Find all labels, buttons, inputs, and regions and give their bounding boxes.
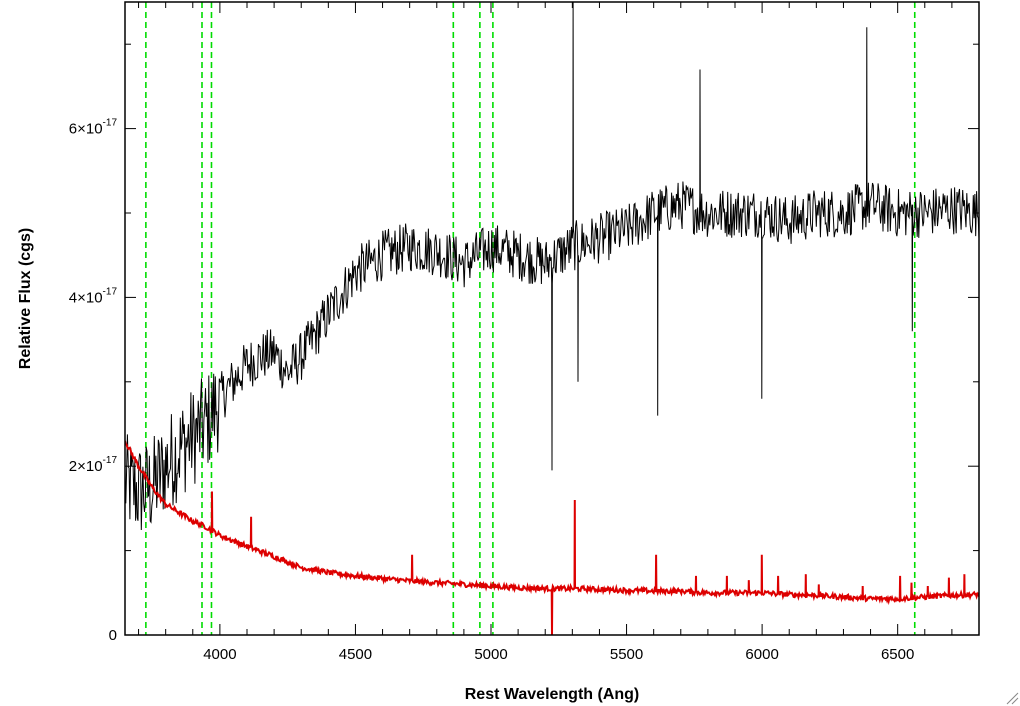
model-spectrum-line [125,440,979,635]
y-tick-labels: 0 2×10-17 4×10-17 6×10-17 [69,118,118,644]
x-tick-label: 5000 [474,646,507,663]
series-layer [125,2,979,635]
plot-frame [124,1,980,636]
observed-spectrum-line [125,2,979,531]
y-tick-label: 4×10-17 [69,286,118,306]
x-tick-label: 4000 [203,646,236,663]
y-tick-label: 6×10-17 [69,118,118,138]
y-tick-label: 2×10-17 [69,455,118,475]
x-tick-label: 4500 [339,646,372,663]
x-tick-label: 6000 [745,646,778,663]
x-tick-labels: 4000 4500 5000 5500 6000 6500 [203,646,914,663]
axis-ticks [125,2,980,636]
y-axis-title: Relative Flux (cgs) [17,228,34,369]
x-axis-title: Rest Wavelength (Ang) [465,686,640,703]
emission-line-markers [145,2,916,635]
x-tick-label: 5500 [610,646,643,663]
x-tick-label: 6500 [881,646,914,663]
resize-grip-icon[interactable] [1006,692,1019,705]
y-tick-label: 0 [109,627,117,644]
